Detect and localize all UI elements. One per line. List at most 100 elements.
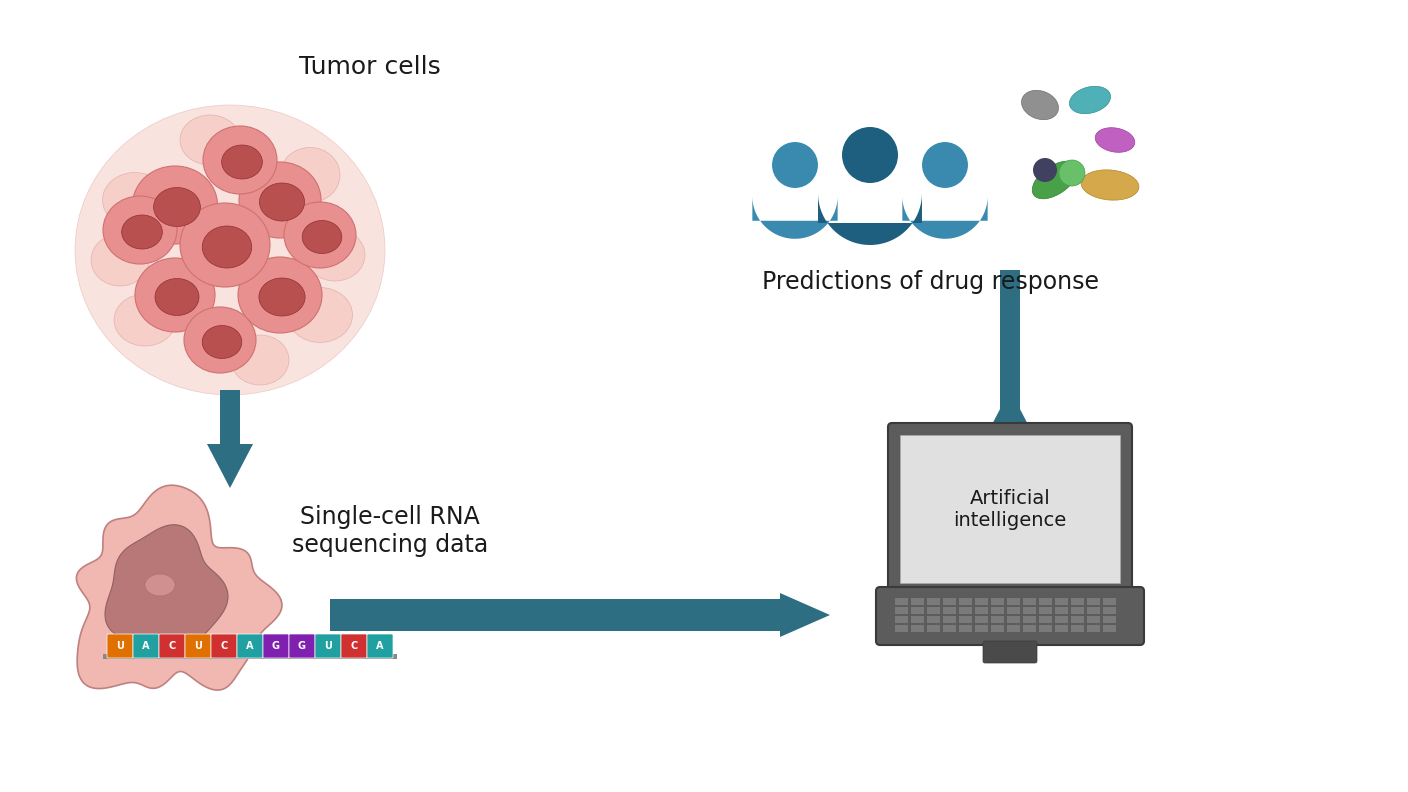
Bar (329, 599, 780, 631)
Bar (900, 435, 1119, 583)
Bar (1071, 598, 1084, 605)
Bar (926, 607, 941, 614)
Circle shape (1033, 158, 1057, 182)
Bar (895, 625, 908, 632)
Ellipse shape (184, 307, 256, 373)
Ellipse shape (203, 226, 252, 268)
Bar (1071, 607, 1084, 614)
Bar (926, 616, 941, 623)
Bar (895, 607, 908, 614)
Bar (103, 654, 397, 659)
Ellipse shape (145, 574, 175, 596)
Ellipse shape (284, 202, 356, 268)
Bar (943, 625, 956, 632)
FancyBboxPatch shape (159, 634, 184, 658)
Ellipse shape (221, 145, 262, 179)
Bar (1024, 607, 1036, 614)
Ellipse shape (280, 147, 339, 203)
Bar (959, 625, 972, 632)
Polygon shape (752, 196, 838, 238)
FancyBboxPatch shape (341, 634, 367, 658)
FancyBboxPatch shape (237, 634, 263, 658)
Text: C: C (351, 641, 358, 651)
Ellipse shape (75, 105, 384, 395)
FancyBboxPatch shape (289, 634, 315, 658)
Text: A: A (376, 641, 384, 651)
Text: G: G (298, 641, 306, 651)
Ellipse shape (153, 188, 200, 227)
Text: C: C (221, 641, 228, 651)
Circle shape (842, 127, 898, 183)
Polygon shape (106, 525, 228, 645)
FancyBboxPatch shape (315, 634, 341, 658)
Bar (943, 598, 956, 605)
Ellipse shape (1032, 162, 1077, 199)
Text: Predictions of drug response: Predictions of drug response (762, 270, 1098, 294)
Bar (991, 607, 1004, 614)
Bar (974, 598, 988, 605)
Polygon shape (76, 485, 282, 690)
Ellipse shape (238, 257, 322, 333)
Bar (1071, 616, 1084, 623)
Polygon shape (903, 196, 987, 238)
FancyBboxPatch shape (107, 634, 132, 658)
Bar (974, 607, 988, 614)
Bar (1102, 625, 1117, 632)
Bar (1039, 607, 1052, 614)
Bar (1071, 625, 1084, 632)
FancyBboxPatch shape (184, 634, 211, 658)
Text: Single-cell RNA
sequencing data: Single-cell RNA sequencing data (291, 505, 489, 557)
Polygon shape (987, 390, 1033, 434)
Text: U: U (115, 641, 124, 651)
Ellipse shape (180, 203, 270, 287)
Bar (1055, 616, 1069, 623)
Ellipse shape (259, 183, 304, 221)
Bar (943, 616, 956, 623)
Text: U: U (194, 641, 201, 651)
Bar (1087, 616, 1100, 623)
Text: U: U (324, 641, 332, 651)
Bar (911, 607, 924, 614)
Bar (959, 598, 972, 605)
Bar (1102, 598, 1117, 605)
Text: Tumor cells: Tumor cells (298, 55, 441, 79)
Bar (1024, 625, 1036, 632)
Bar (1000, 270, 1019, 434)
Ellipse shape (1081, 169, 1139, 200)
Ellipse shape (203, 326, 242, 359)
Bar (1007, 598, 1019, 605)
Ellipse shape (259, 278, 306, 316)
FancyBboxPatch shape (263, 634, 289, 658)
Ellipse shape (92, 234, 149, 286)
Text: Artificial
intelligence: Artificial intelligence (953, 489, 1067, 530)
Bar (911, 598, 924, 605)
Bar (1102, 607, 1117, 614)
Bar (895, 616, 908, 623)
Ellipse shape (155, 279, 199, 315)
Ellipse shape (180, 115, 239, 165)
Bar (220, 390, 239, 444)
Bar (895, 598, 908, 605)
Ellipse shape (135, 258, 215, 332)
Ellipse shape (132, 166, 217, 244)
Bar (1039, 625, 1052, 632)
Bar (1007, 607, 1019, 614)
Bar (1087, 625, 1100, 632)
Bar (1039, 616, 1052, 623)
Bar (926, 598, 941, 605)
Bar (1087, 598, 1100, 605)
Ellipse shape (121, 215, 162, 249)
Ellipse shape (114, 294, 176, 346)
Bar (1024, 616, 1036, 623)
Bar (1007, 625, 1019, 632)
Bar (943, 607, 956, 614)
Bar (1055, 625, 1069, 632)
Ellipse shape (103, 173, 168, 227)
FancyBboxPatch shape (888, 423, 1132, 595)
Bar (911, 625, 924, 632)
Text: A: A (142, 641, 149, 651)
Text: A: A (246, 641, 253, 651)
Polygon shape (207, 444, 253, 488)
Ellipse shape (203, 126, 277, 194)
FancyBboxPatch shape (211, 634, 237, 658)
